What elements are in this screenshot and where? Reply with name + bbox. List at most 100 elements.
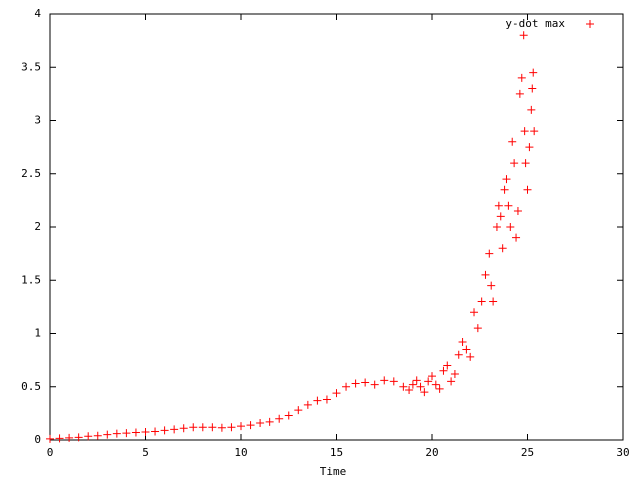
data-point (500, 185, 509, 194)
data-point (303, 400, 312, 409)
data-point (380, 376, 389, 385)
data-point (506, 223, 515, 231)
data-point (494, 201, 503, 210)
data-point (454, 350, 463, 359)
data-point (470, 308, 479, 317)
data-point (510, 159, 519, 168)
data-point (515, 89, 524, 98)
data-point (151, 427, 160, 436)
data-point (208, 423, 217, 432)
data-point (439, 366, 448, 375)
data-point (513, 207, 522, 216)
data-point (74, 433, 83, 442)
data-point (160, 426, 169, 435)
data-point (530, 127, 539, 136)
data-point (489, 297, 498, 306)
data-point (466, 352, 475, 361)
data-point (458, 338, 467, 347)
data-point (275, 414, 284, 423)
legend-label: y-dot max (505, 17, 565, 30)
data-point (477, 297, 486, 306)
data-point (502, 175, 511, 184)
data-point (84, 432, 93, 441)
data-point (361, 378, 370, 387)
data-point (520, 127, 529, 136)
data-point (431, 380, 440, 389)
data-point (170, 425, 179, 434)
data-point (521, 159, 530, 168)
data-point (227, 423, 236, 432)
data-point (342, 382, 351, 391)
data-point (481, 270, 490, 279)
data-point (529, 68, 538, 77)
data-point (523, 185, 532, 194)
data-point (485, 249, 494, 258)
legend-marker (586, 20, 594, 28)
data-point (528, 84, 537, 93)
y-tick-label: 2 (34, 220, 41, 233)
data-point (141, 428, 150, 437)
data-point (237, 422, 245, 431)
data-point (399, 382, 408, 391)
data-point (246, 421, 255, 430)
data-point (443, 361, 452, 370)
data-point (492, 223, 501, 231)
data-point (527, 105, 536, 114)
y-tick-label: 3.5 (21, 60, 41, 73)
data-point (93, 431, 102, 440)
x-tick-label: 10 (234, 446, 247, 459)
data-point (189, 423, 198, 432)
data-point (450, 369, 459, 378)
data-point (217, 423, 226, 432)
x-tick-label: 25 (521, 446, 534, 459)
data-point (512, 233, 521, 242)
x-tick-label: 20 (425, 446, 438, 459)
data-point (332, 389, 341, 398)
data-point (462, 345, 471, 354)
data-point (179, 424, 188, 433)
data-point (55, 434, 64, 443)
data-point (256, 418, 265, 427)
data-point (65, 433, 74, 442)
x-tick-label: 0 (47, 446, 54, 459)
data-point (412, 376, 421, 385)
data-point (265, 417, 274, 426)
data-point (122, 429, 131, 438)
data-point (498, 244, 507, 253)
data-point (112, 429, 121, 438)
data-point (428, 372, 436, 381)
data-point (313, 396, 322, 405)
data-point (351, 379, 360, 388)
data-point (508, 137, 517, 146)
data-point (405, 385, 414, 394)
plot-frame (49, 13, 624, 441)
y-tick-label: 0 (34, 433, 41, 446)
data-point (131, 428, 140, 437)
data-point (408, 380, 417, 389)
data-point (525, 143, 534, 152)
data-point (424, 377, 433, 386)
data-point (519, 31, 528, 40)
x-tick-label: 5 (142, 446, 149, 459)
x-tick-label: 15 (330, 446, 343, 459)
data-point (420, 388, 429, 397)
data-point (447, 377, 456, 386)
data-point (416, 382, 425, 391)
data-point (198, 423, 207, 432)
y-tick-label: 4 (34, 7, 41, 20)
y-tick-label: 3 (34, 114, 41, 127)
data-point (103, 430, 112, 439)
data-point (46, 434, 54, 443)
data-point (473, 324, 482, 333)
data-point (496, 212, 505, 221)
data-point (487, 281, 496, 290)
x-tick-label: 30 (616, 446, 629, 459)
x-axis-label: Time (320, 465, 347, 478)
data-point (504, 201, 513, 210)
y-tick-label: 1 (34, 327, 41, 340)
y-tick-label: 0.5 (21, 380, 41, 393)
y-tick-label: 1.5 (21, 273, 41, 286)
data-point (435, 384, 444, 393)
data-point (389, 377, 398, 386)
